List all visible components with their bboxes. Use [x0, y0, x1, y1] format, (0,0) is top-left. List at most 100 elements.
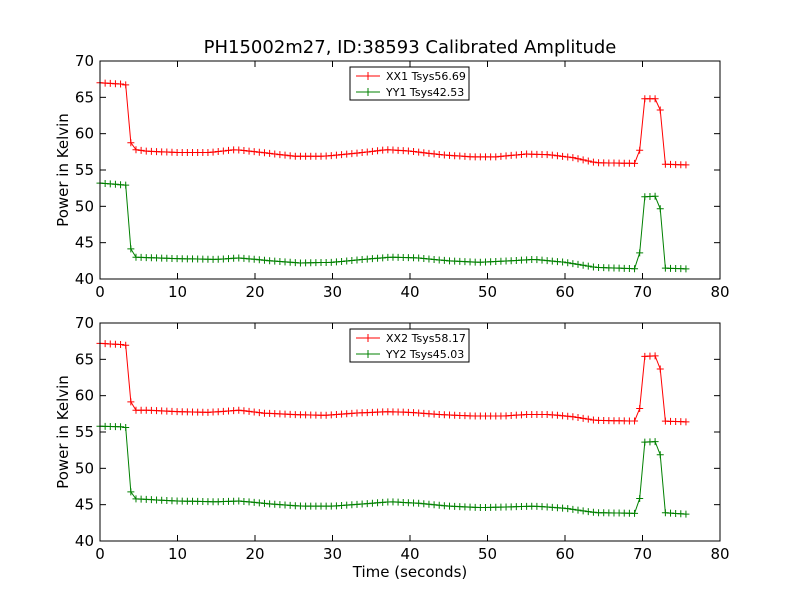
data-point-marker — [127, 245, 135, 253]
x-axis-label: Time (seconds) — [352, 563, 468, 581]
series-yy1 — [96, 179, 690, 273]
data-point-marker — [651, 192, 659, 200]
data-point-marker — [636, 249, 644, 257]
data-point-marker — [363, 148, 371, 156]
data-point-marker — [214, 148, 222, 156]
x-tick-label: 50 — [478, 283, 497, 301]
data-point-marker — [584, 415, 592, 423]
x-tick-label: 0 — [95, 283, 105, 301]
data-point-marker — [122, 341, 130, 349]
data-point-marker — [266, 149, 274, 157]
data-point-marker — [117, 80, 125, 88]
series-xx1 — [96, 79, 690, 169]
data-point-marker — [122, 424, 130, 432]
data-point-marker — [559, 504, 567, 512]
y-tick-label: 70 — [75, 314, 94, 332]
data-point-marker — [569, 260, 577, 268]
data-point-marker — [276, 151, 284, 159]
data-point-marker — [281, 151, 289, 159]
y-tick-label: 55 — [75, 423, 94, 441]
data-point-marker — [245, 407, 253, 415]
data-point-marker — [589, 158, 597, 166]
data-point-marker — [415, 148, 423, 156]
data-point-marker — [348, 150, 356, 158]
legend-label: YY1 Tsys42.53 — [385, 86, 464, 99]
legend-label: XX2 Tsys58.17 — [386, 332, 466, 345]
y-tick-label: 70 — [75, 52, 94, 70]
data-point-marker — [682, 265, 690, 273]
x-tick-label: 40 — [400, 283, 419, 301]
data-point-marker — [271, 150, 279, 158]
data-point-marker — [117, 341, 125, 349]
data-point-marker — [574, 155, 582, 163]
data-point-marker — [682, 510, 690, 518]
legend-label: YY2 Tsys45.03 — [385, 348, 464, 361]
y-tick-label: 50 — [75, 197, 94, 215]
x-tick-label: 60 — [555, 283, 574, 301]
x-tick-label: 10 — [168, 545, 187, 563]
data-point-marker — [589, 263, 597, 271]
data-point-marker — [579, 507, 587, 515]
legend-marker — [364, 350, 372, 358]
x-tick-label: 20 — [245, 545, 264, 563]
data-point-marker — [631, 159, 639, 167]
axes-frame — [99, 60, 721, 280]
data-point-marker — [584, 157, 592, 165]
data-point-marker — [636, 146, 644, 154]
y-tick-label: 60 — [75, 387, 94, 405]
data-point-marker — [127, 398, 135, 406]
x-tick-label: 70 — [633, 283, 652, 301]
x-tick-label: 40 — [400, 545, 419, 563]
legend: XX1 Tsys56.69 YY1 Tsys42.53 — [349, 66, 470, 101]
x-tick-label: 80 — [710, 545, 729, 563]
data-point-marker — [425, 149, 433, 157]
data-point-marker — [656, 365, 664, 373]
x-tick-label: 60 — [555, 545, 574, 563]
y-tick-label: 45 — [75, 496, 94, 514]
data-point-marker — [240, 407, 248, 415]
data-point-marker — [636, 495, 644, 503]
data-point-marker — [574, 260, 582, 268]
data-point-marker — [559, 152, 567, 160]
data-point-marker — [137, 146, 145, 154]
x-tick-label: 0 — [95, 545, 105, 563]
data-point-marker — [564, 153, 572, 161]
data-point-marker — [122, 181, 130, 189]
data-point-marker — [579, 414, 587, 422]
legend-marker — [364, 72, 372, 80]
x-tick-label: 30 — [323, 545, 342, 563]
data-point-marker — [651, 95, 659, 103]
legend-box — [349, 66, 470, 101]
data-point-marker — [235, 146, 243, 154]
data-point-marker — [579, 156, 587, 164]
data-point-marker — [353, 149, 361, 157]
data-point-marker — [553, 152, 561, 160]
data-point-marker — [209, 148, 217, 156]
data-point-marker — [656, 106, 664, 114]
data-point-marker — [682, 418, 690, 426]
data-point-marker — [564, 505, 572, 513]
x-tick-label: 50 — [478, 545, 497, 563]
top-panel: 0 10 20 30 40 50 60 70 80 40 45 50 55 60 65 70 Power in … — [54, 52, 730, 301]
data-point-marker — [410, 148, 418, 156]
data-point-marker — [132, 146, 140, 154]
data-point-marker — [574, 506, 582, 514]
bottom-panel: 0 10 20 30 40 50 60 70 80 40 45 50 55 60 65 70 Power in … — [54, 314, 730, 563]
y-tick-label: 65 — [75, 88, 94, 106]
data-point-marker — [631, 265, 639, 273]
data-point-marker — [651, 352, 659, 360]
data-point-marker — [260, 149, 268, 157]
chart-title: PH15002m27, ID:38593 Calibrated Amplitud… — [204, 37, 617, 58]
data-point-marker — [569, 505, 577, 513]
legend-marker — [364, 334, 372, 342]
data-point-marker — [127, 139, 135, 147]
data-point-marker — [420, 149, 428, 157]
x-tick-label: 20 — [245, 283, 264, 301]
data-point-marker — [579, 261, 587, 269]
data-point-marker — [240, 147, 248, 155]
series-xx2 — [96, 339, 690, 426]
data-point-marker — [245, 147, 253, 155]
data-point-marker — [404, 147, 412, 155]
data-point-marker — [584, 508, 592, 516]
data-point-marker — [656, 451, 664, 459]
